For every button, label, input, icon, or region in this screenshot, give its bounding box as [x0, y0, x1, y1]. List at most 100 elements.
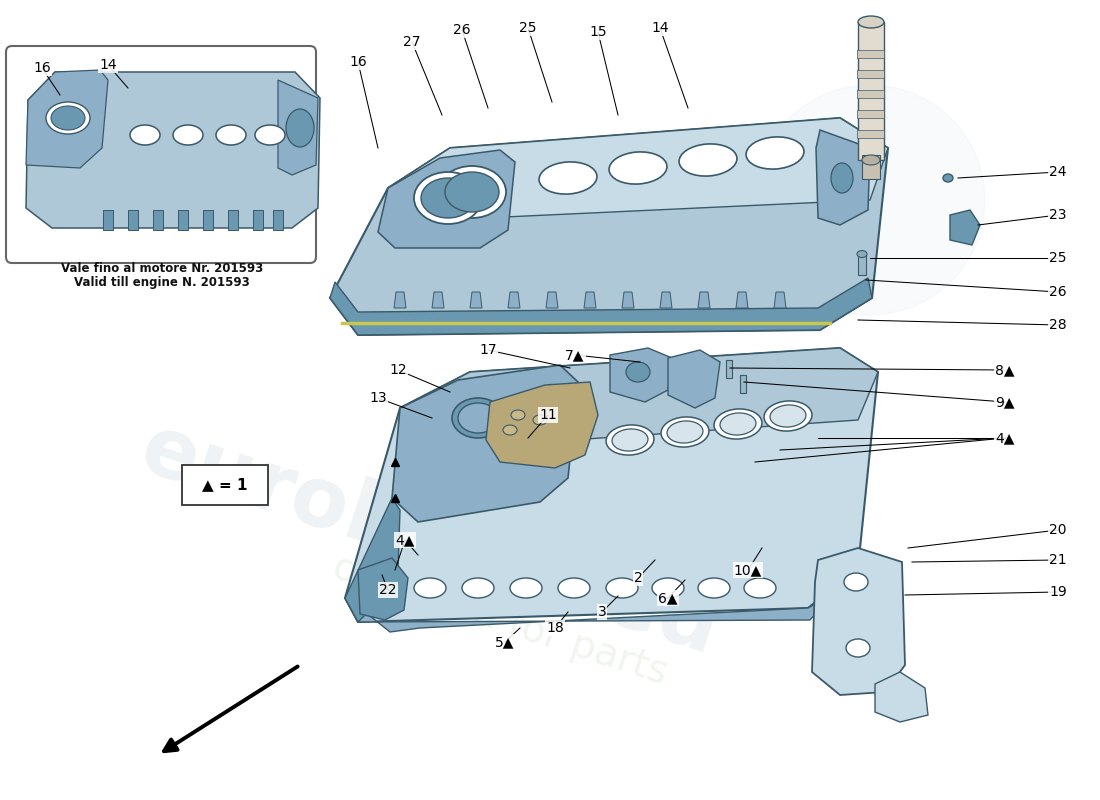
Text: 23: 23: [1049, 208, 1067, 222]
Text: opassion for parts: opassion for parts: [328, 548, 672, 692]
Text: 21: 21: [1049, 553, 1067, 567]
Bar: [858, 22, 884, 160]
Text: 26: 26: [1049, 285, 1067, 299]
Text: 7▲: 7▲: [565, 348, 585, 362]
Polygon shape: [400, 348, 878, 448]
Ellipse shape: [862, 155, 880, 165]
Ellipse shape: [667, 421, 703, 443]
Ellipse shape: [130, 125, 159, 145]
Text: 17: 17: [480, 343, 497, 357]
Polygon shape: [621, 292, 634, 308]
Polygon shape: [660, 292, 672, 308]
Text: 28: 28: [1049, 318, 1067, 332]
Text: 20: 20: [1049, 523, 1067, 537]
Ellipse shape: [714, 409, 762, 439]
Polygon shape: [470, 292, 482, 308]
Text: 16: 16: [33, 61, 51, 75]
Text: 13: 13: [370, 391, 387, 405]
Polygon shape: [950, 210, 980, 245]
Text: 5▲: 5▲: [495, 635, 515, 649]
Ellipse shape: [652, 578, 684, 598]
Bar: [726, 360, 732, 378]
Text: 25: 25: [519, 21, 537, 35]
Text: Vale fino al motore Nr. 201593: Vale fino al motore Nr. 201593: [60, 262, 263, 275]
Bar: [103, 210, 113, 230]
Polygon shape: [668, 350, 720, 408]
Polygon shape: [358, 558, 408, 620]
Polygon shape: [698, 292, 710, 308]
Ellipse shape: [421, 178, 475, 218]
Text: 14: 14: [651, 21, 669, 35]
Bar: [857, 50, 884, 58]
Ellipse shape: [286, 109, 313, 147]
Ellipse shape: [770, 405, 806, 427]
Ellipse shape: [512, 410, 525, 420]
Bar: [857, 90, 884, 98]
Text: 26: 26: [453, 23, 471, 37]
Text: 27: 27: [404, 35, 420, 49]
Polygon shape: [394, 292, 406, 308]
Polygon shape: [486, 382, 598, 468]
Ellipse shape: [446, 172, 499, 212]
Text: 6▲: 6▲: [658, 591, 678, 605]
Polygon shape: [330, 118, 888, 335]
Text: 4▲: 4▲: [395, 533, 415, 547]
Text: 9▲: 9▲: [996, 395, 1014, 409]
Text: 3: 3: [597, 605, 606, 619]
Ellipse shape: [661, 417, 710, 447]
Ellipse shape: [626, 362, 650, 382]
Text: 12: 12: [389, 363, 407, 377]
Ellipse shape: [458, 403, 498, 433]
Polygon shape: [378, 150, 515, 248]
Ellipse shape: [609, 152, 667, 184]
Polygon shape: [812, 548, 905, 695]
FancyBboxPatch shape: [182, 465, 268, 505]
Text: 16: 16: [349, 55, 367, 69]
Ellipse shape: [558, 578, 590, 598]
Polygon shape: [816, 130, 870, 225]
Text: 24: 24: [1049, 165, 1067, 179]
Text: 8▲: 8▲: [996, 363, 1014, 377]
Polygon shape: [388, 118, 888, 220]
Circle shape: [755, 85, 984, 315]
Ellipse shape: [846, 639, 870, 657]
Ellipse shape: [943, 174, 953, 182]
Text: Valid till engine N. 201593: Valid till engine N. 201593: [74, 276, 250, 289]
Polygon shape: [330, 278, 872, 335]
Ellipse shape: [452, 398, 504, 438]
Text: 18: 18: [546, 621, 564, 635]
Ellipse shape: [606, 578, 638, 598]
Bar: [228, 210, 238, 230]
Polygon shape: [345, 498, 400, 622]
Polygon shape: [874, 672, 928, 722]
Polygon shape: [432, 292, 444, 308]
Polygon shape: [26, 70, 108, 168]
Ellipse shape: [534, 415, 547, 425]
Polygon shape: [278, 80, 318, 175]
Bar: [273, 210, 283, 230]
Ellipse shape: [503, 425, 517, 435]
Text: 11: 11: [539, 408, 557, 422]
Text: 22: 22: [379, 583, 397, 597]
Ellipse shape: [414, 578, 446, 598]
Polygon shape: [546, 292, 558, 308]
Ellipse shape: [46, 102, 90, 134]
Ellipse shape: [698, 578, 730, 598]
Text: 25: 25: [1049, 251, 1067, 265]
Ellipse shape: [720, 413, 756, 435]
Polygon shape: [26, 72, 320, 228]
Bar: [862, 155, 880, 179]
Bar: [857, 110, 884, 118]
Ellipse shape: [255, 125, 285, 145]
Text: 15: 15: [590, 25, 607, 39]
Ellipse shape: [679, 144, 737, 176]
Ellipse shape: [606, 425, 654, 455]
Ellipse shape: [844, 573, 868, 591]
FancyBboxPatch shape: [6, 46, 316, 263]
Text: 19: 19: [1049, 585, 1067, 599]
Bar: [857, 130, 884, 138]
Polygon shape: [392, 365, 578, 522]
Ellipse shape: [216, 125, 246, 145]
Ellipse shape: [744, 578, 775, 598]
Polygon shape: [508, 292, 520, 308]
